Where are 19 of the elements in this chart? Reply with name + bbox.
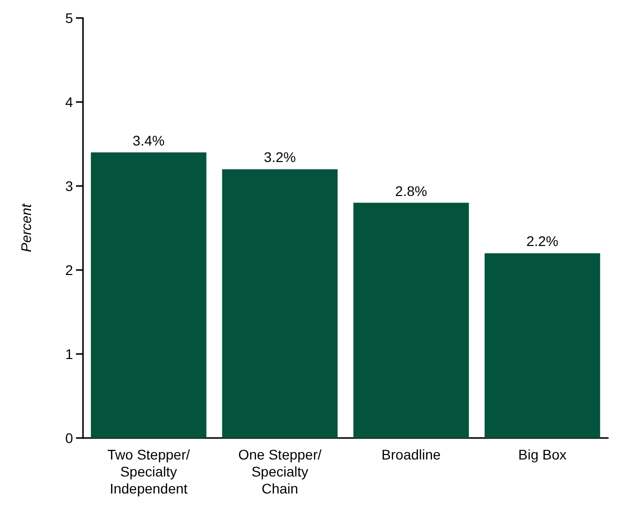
y-tick-label: 2 (65, 262, 74, 278)
data-label: 3.2% (264, 149, 296, 166)
x-tick-label: Broadline (382, 446, 441, 462)
y-axis-title: Percent (18, 202, 34, 252)
data-label: 2.2% (526, 233, 558, 250)
bar (484, 253, 600, 438)
x-tick-label: Big Box (518, 446, 566, 462)
y-tick-label: 0 (65, 430, 74, 446)
y-tick-label: 5 (65, 10, 74, 26)
bar (353, 202, 469, 438)
data-label: 2.8% (395, 182, 428, 199)
data-label: 3.4% (132, 132, 165, 148)
bar (222, 169, 338, 438)
x-tick-label: One Stepper/ Specialty Chain (238, 446, 322, 496)
x-tick-label: Two Stepper/ Specialty Independent (107, 446, 190, 496)
y-tick-label: 3 (65, 178, 74, 194)
bar (90, 152, 206, 438)
y-tick-label: 4 (65, 94, 74, 110)
y-tick-label: 1 (65, 346, 74, 362)
